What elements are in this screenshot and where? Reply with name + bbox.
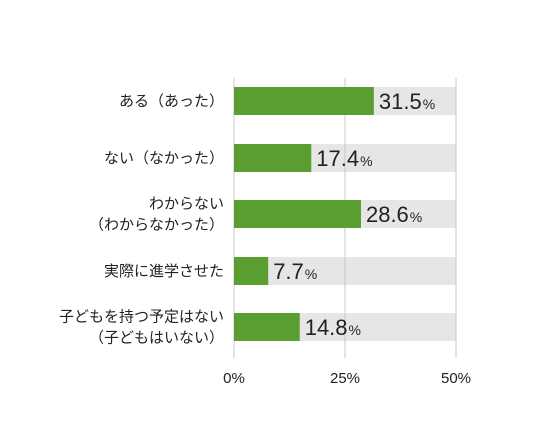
value-unit: % <box>360 153 372 169</box>
x-tick-label: 0% <box>223 370 245 387</box>
category-label: （わからなかった） <box>89 216 224 234</box>
category-label: ない（なかった） <box>104 149 224 167</box>
category-label: わからない <box>149 195 224 213</box>
category-labels: ある（あった） ない（なかった） わからない （わからなかった） 実際に進学させた子ども… <box>59 92 224 347</box>
value-unit: % <box>423 96 435 112</box>
bar <box>234 87 374 115</box>
value-unit: % <box>410 209 422 225</box>
bar <box>234 200 361 228</box>
x-tick-label: 50% <box>441 370 471 387</box>
x-tick-labels: 0% 25% 50% <box>223 370 471 387</box>
category-label: （子どもはいない） <box>89 329 224 347</box>
value-unit: % <box>305 266 317 282</box>
bar <box>234 144 312 172</box>
bar <box>234 313 300 341</box>
category-label: 子どもを持つ予定はない <box>59 308 224 326</box>
value-label: 7.7% <box>273 259 317 284</box>
category-label: ある（あった） <box>119 92 224 110</box>
category-label: 実際に進学させた <box>104 262 224 280</box>
bars <box>234 87 374 341</box>
x-tick-label: 25% <box>330 370 360 387</box>
value-unit: % <box>349 322 361 338</box>
bar <box>234 257 269 285</box>
